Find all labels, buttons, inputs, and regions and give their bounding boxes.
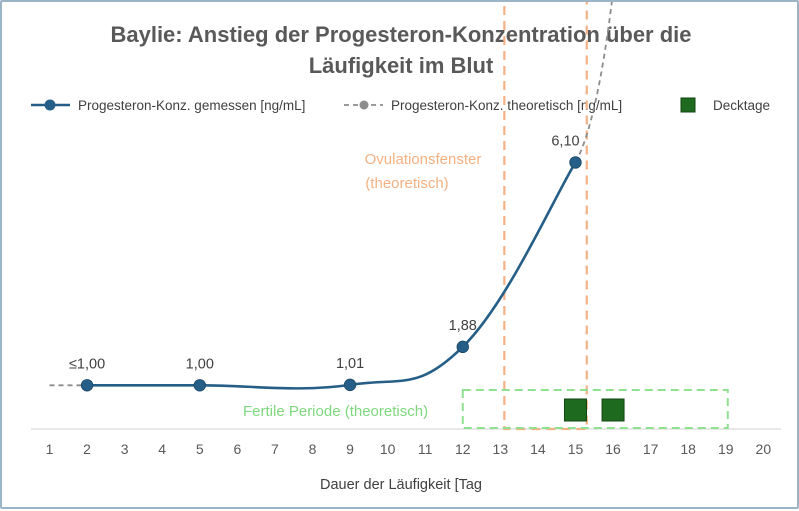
chart-title-line-2: Läufigkeit im Blut [309,53,494,78]
measured-point [80,379,94,392]
x-tick-label: 3 [121,441,129,457]
x-tick-label: 11 [418,441,433,457]
legend-measured-marker [44,99,56,111]
annotation-areas: Ovulationsfenster (theoretisch) Fertile … [243,2,729,431]
measured-point [343,378,357,392]
ovulation-window-label-2: (theoretisch) [365,175,448,192]
ovulation-window-label-1: Ovulationsfenster [365,151,482,168]
measured-point [456,340,469,354]
x-tick-label: 20 [756,441,772,457]
x-tick-label: 13 [493,441,509,457]
fertile-period-label: Fertile Periode (theoretisch) [243,403,428,420]
legend: Progesteron-Konz. gemessen [ng/mL] Proge… [31,97,770,113]
x-tick-label: 10 [380,441,396,457]
decktag-marker [601,398,625,422]
x-tick-label: 15 [568,441,584,457]
series-layer: 10,00≤1,001,001,011,886,10 [49,2,625,422]
chart-title-line-1: Baylie: Anstieg der Progesteron-Konzentr… [110,22,691,47]
fertile-period-box [461,389,729,429]
measured-data-label: 1,01 [336,356,364,372]
measured-point [193,379,206,392]
measured-data-label: 6,10 [551,133,579,149]
theoretical-series-line [574,2,613,163]
x-tick-label: 17 [643,441,659,457]
measured-series-line [87,161,577,390]
x-tick-label: 2 [83,441,91,457]
x-tick-label: 8 [309,441,317,457]
x-tick-label: 19 [718,441,734,457]
legend-measured-label: Progesteron-Konz. gemessen [ng/mL] [78,98,305,113]
x-tick-label: 7 [271,441,279,457]
decktag-marker [563,398,587,422]
measured-data-label: 1,88 [449,318,477,334]
x-tick-label: 18 [680,441,696,457]
x-tick-label: 5 [196,441,204,457]
x-tick-labels: 1 2 3 4 5 6 7 8 9 10 11 12 13 14 15 16 17 18 19 20 [46,441,772,457]
x-tick-label: 9 [346,441,354,457]
x-tick-label: 6 [233,441,241,457]
x-tick-label: 16 [605,441,621,457]
measured-data-label: ≤1,00 [69,356,105,372]
legend-decktage-marker [680,97,696,113]
legend-decktage-label: Decktage [713,98,770,113]
x-tick-label: 4 [158,441,166,457]
x-tick-label: 14 [530,441,546,457]
legend-theoretical-marker [359,100,369,110]
x-tick-label: 1 [46,441,54,457]
measured-point [569,156,582,169]
x-tick-label: 12 [455,441,471,457]
legend-theoretical-label: Progesteron-Konz. theoretisch [ng/mL] [391,98,622,113]
measured-data-label: 1,00 [186,356,214,372]
ovulation-window-box [503,2,588,431]
x-axis-label: Dauer der Läufigkeit [Tag [320,477,482,493]
